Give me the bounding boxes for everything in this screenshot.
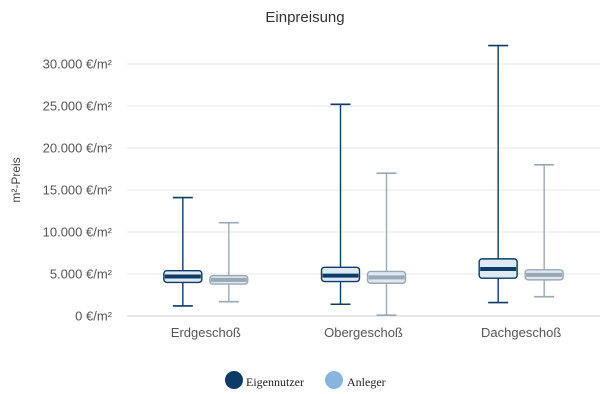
- series-eigennutzer: [163, 44, 518, 307]
- legend-label-anleger: Anleger: [347, 375, 386, 389]
- x-axis-categories: Erdgeschoß Obergeschoß Dachgeschoß: [171, 325, 562, 340]
- y-tick-label: 20.000 €/m²: [43, 141, 113, 156]
- legend-item-eigennutzer[interactable]: Eigennutzer: [225, 371, 304, 389]
- grid-lines: [127, 63, 600, 317]
- series-anleger: [209, 164, 564, 316]
- box-eigennutzer: [163, 196, 203, 307]
- legend-label-eigennutzer: Eigennutzer: [246, 375, 304, 389]
- box-anleger: [366, 172, 407, 316]
- y-axis-label: m²-Preis: [9, 157, 23, 202]
- box-eigennutzer: [320, 103, 361, 306]
- y-tick-label: 25.000 €/m²: [43, 99, 113, 114]
- y-tick-label: 10.000 €/m²: [43, 225, 113, 240]
- box-anleger: [524, 164, 564, 298]
- legend-item-anleger[interactable]: Anleger: [325, 371, 386, 389]
- box-anleger: [209, 221, 249, 303]
- x-category-label: Erdgeschoß: [171, 325, 241, 340]
- y-axis-ticks: 0 €/m² 5.000 €/m² 10.000 €/m² 15.000 €/m² 20…: [43, 57, 113, 324]
- legend-marker-eigennutzer: [225, 371, 243, 389]
- legend: Eigennutzer Anleger: [225, 371, 386, 389]
- chart-title: Einpreisung: [265, 9, 344, 26]
- x-category-label: Dachgeschoß: [481, 325, 561, 340]
- y-tick-label: 30.000 €/m²: [43, 57, 113, 72]
- x-category-label: Obergeschoß: [324, 325, 403, 340]
- box-eigennutzer: [478, 44, 518, 304]
- y-tick-label: 5.000 €/m²: [50, 267, 113, 282]
- y-tick-label: 15.000 €/m²: [43, 183, 113, 198]
- box-series: [163, 44, 564, 316]
- legend-marker-anleger: [325, 371, 343, 389]
- y-tick-label: 0 €/m²: [75, 309, 113, 324]
